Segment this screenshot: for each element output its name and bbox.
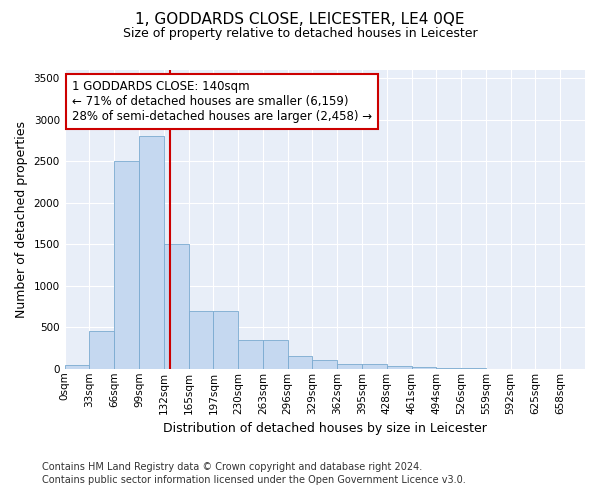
Text: Contains HM Land Registry data © Crown copyright and database right 2024.: Contains HM Land Registry data © Crown c… [42, 462, 422, 472]
Bar [287, 356, 313, 369]
Bar [412, 367, 436, 369]
Bar [436, 368, 461, 369]
Bar [89, 332, 114, 369]
Bar [188, 310, 214, 369]
Bar [263, 340, 287, 369]
Text: 1, GODDARDS CLOSE, LEICESTER, LE4 0QE: 1, GODDARDS CLOSE, LEICESTER, LE4 0QE [135, 12, 465, 28]
Bar [65, 364, 89, 369]
Bar [238, 340, 263, 369]
Text: Contains public sector information licensed under the Open Government Licence v3: Contains public sector information licen… [42, 475, 466, 485]
Bar [114, 162, 139, 369]
X-axis label: Distribution of detached houses by size in Leicester: Distribution of detached houses by size … [163, 422, 487, 435]
Text: 1 GODDARDS CLOSE: 140sqm
← 71% of detached houses are smaller (6,159)
28% of sem: 1 GODDARDS CLOSE: 140sqm ← 71% of detach… [72, 80, 373, 123]
Bar [139, 136, 164, 369]
Bar [387, 366, 412, 369]
Bar [337, 364, 362, 369]
Y-axis label: Number of detached properties: Number of detached properties [15, 121, 28, 318]
Text: Size of property relative to detached houses in Leicester: Size of property relative to detached ho… [122, 28, 478, 40]
Bar [313, 360, 337, 369]
Bar [164, 244, 188, 369]
Bar [214, 310, 238, 369]
Bar [362, 364, 387, 369]
